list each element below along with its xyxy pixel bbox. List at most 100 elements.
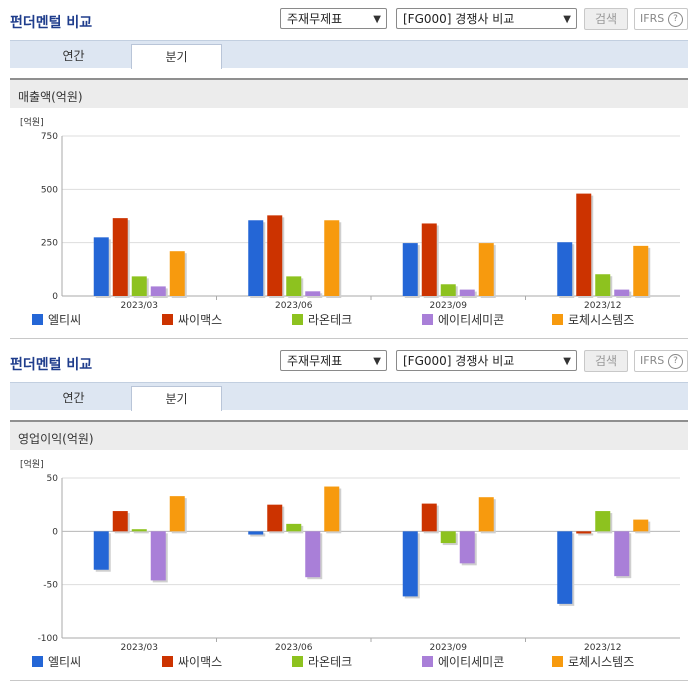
y-tick-label: -50 [43,581,58,591]
unit-label: [억원] [20,458,44,470]
bar [112,218,128,296]
legend-label: 엘티씨 [48,313,81,327]
legend-swatch [292,656,303,667]
search-button[interactable]: 검색 [584,8,628,30]
x-tick-label: 2023/09 [430,643,468,653]
statement-type-select[interactable]: 주재무제표 ▼ [280,350,387,371]
bar [576,531,592,534]
tab-quarterly[interactable]: 분기 [131,44,222,69]
period-tabs: 연간 분기 [10,382,688,411]
bar [402,243,418,296]
legend-label: 엘티씨 [48,655,81,669]
legend-swatch [292,314,303,325]
chevron-down-icon: ▼ [563,14,571,25]
fundamental-section-operating-profit: 펀더멘털 비교 주재무제표 ▼ [FG000] 경쟁사 비교 ▼ 검색 IFRS… [0,342,696,684]
help-icon: ? [668,354,683,369]
panel-header: 매출액(억원) [10,78,688,108]
section-header: 펀더멘털 비교 주재무제표 ▼ [FG000] 경쟁사 비교 ▼ 검색 IFRS… [0,0,696,38]
bar [633,245,649,296]
ifrs-button[interactable]: IFRS ? [634,8,688,30]
legend-label: 로체시스템즈 [568,313,634,327]
search-button[interactable]: 검색 [584,350,628,372]
panel-header: 영업이익(억원) [10,420,688,450]
legend-swatch [422,314,433,325]
bar [305,531,321,578]
comparison-group-select[interactable]: [FG000] 경쟁사 비교 ▼ [396,350,577,371]
legend-label: 싸이맥스 [178,313,222,327]
x-tick-label: 2023/06 [275,643,313,653]
tab-annual[interactable]: 연간 [62,391,85,405]
bar [267,215,283,296]
bar [324,486,340,532]
y-tick-label: 0 [52,292,58,302]
chevron-down-icon: ▼ [563,356,571,367]
unit-label: [억원] [20,116,44,128]
bar [440,531,456,544]
bar [324,220,340,296]
bar-shadow [250,533,266,537]
bar [478,497,494,532]
bar [112,511,128,532]
panel-title: 영업이익(억원) [18,432,94,446]
x-tick-label: 2023/06 [275,301,313,311]
revenue-chart: [억원] 0 250 500 750 2023/03 2023/06 2023/09 2023/… [20,116,680,327]
period-tabs: 연간 분기 [10,40,688,69]
bar [595,511,611,532]
bar [402,531,418,597]
bar [557,531,573,604]
section-title: 펀더멘털 비교 [10,357,93,373]
statement-type-value: 주재무제표 [287,354,343,368]
bar [614,531,630,577]
chevron-down-icon: ▼ [373,14,381,25]
bar-shadow [578,533,594,536]
y-tick-label: 0 [52,527,58,537]
legend-swatch [162,314,173,325]
legend-swatch [552,314,563,325]
legend-swatch [32,656,43,667]
x-tick-label: 2023/12 [584,643,621,653]
bar-shadow [133,531,149,534]
bar [286,523,302,532]
legend-swatch [32,314,43,325]
operating-profit-chart: [억원] -100 -50 0 50 2023/03 2023/06 2023/09 2023/… [20,458,680,669]
chart-panel: 매출액(억원) [억원] 0 250 500 750 2023/03 2023/06 2023… [10,78,688,339]
bar [150,531,166,581]
bar [595,274,611,296]
ifrs-button[interactable]: IFRS ? [634,350,688,372]
section-header: 펀더멘털 비교 주재무제표 ▼ [FG000] 경쟁사 비교 ▼ 검색 IFRS… [0,342,696,380]
ifrs-label: IFRS [640,12,665,25]
legend-swatch [422,656,433,667]
y-tick-label: 750 [41,132,58,142]
statement-type-value: 주재무제표 [287,12,343,26]
bar [267,504,283,532]
fundamental-section-revenue: 펀더멘털 비교 주재무제표 ▼ [FG000] 경쟁사 비교 ▼ 검색 IFRS… [0,0,696,339]
legend-label: 에이티세미콘 [438,655,504,669]
bar [421,503,437,532]
comparison-group-select[interactable]: [FG000] 경쟁사 비교 ▼ [396,8,577,29]
statement-type-select[interactable]: 주재무제표 ▼ [280,8,387,29]
bar [305,291,321,296]
bar [93,237,109,296]
bar [150,286,166,296]
chevron-down-icon: ▼ [373,356,381,367]
bar [614,289,630,296]
bar [248,220,264,296]
bar [633,519,649,532]
legend-swatch [552,656,563,667]
section-title: 펀더멘털 비교 [10,15,93,31]
bar [421,223,437,296]
y-tick-label: 500 [41,185,58,195]
bar [478,243,494,296]
x-tick-label: 2023/09 [430,301,468,311]
bar [557,242,573,296]
legend-label: 라온테크 [308,313,352,327]
legend-swatch [162,656,173,667]
bar [440,284,456,296]
bar [93,531,109,570]
comparison-group-value: [FG000] 경쟁사 비교 [403,354,515,368]
legend-label: 에이티세미콘 [438,313,504,327]
tab-annual[interactable]: 연간 [62,49,85,63]
help-icon: ? [668,12,683,27]
tab-quarterly[interactable]: 분기 [131,386,222,411]
bar [131,276,147,296]
